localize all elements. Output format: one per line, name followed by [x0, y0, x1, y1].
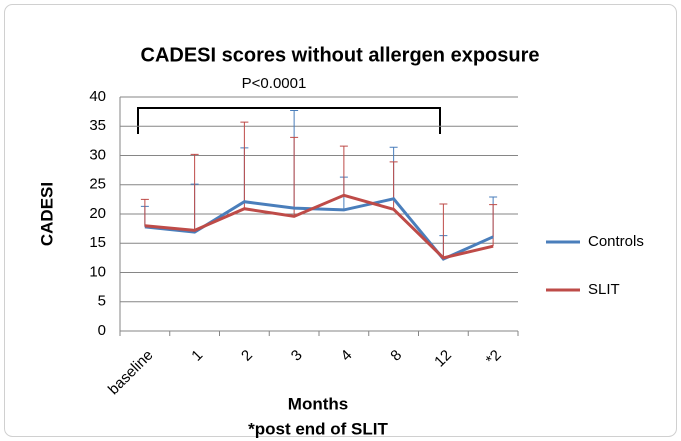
error-bar [240, 121, 249, 209]
annotation: P<0.0001 [242, 75, 307, 92]
error-bar [439, 203, 448, 258]
error-bar [389, 161, 398, 210]
line [144, 193, 494, 260]
y-tick-label: 10 [89, 263, 106, 280]
y-tick-label: 30 [89, 146, 106, 163]
error-bar [190, 153, 199, 231]
y-tick-label: 5 [98, 293, 106, 310]
y-axis-label: CADESI [37, 182, 56, 246]
error-bar [140, 198, 149, 226]
y-tick-label: 35 [89, 117, 106, 134]
x-axis-note: *post end of SLIT [248, 419, 388, 438]
error-bar [290, 136, 299, 217]
y-tick-label: 15 [89, 234, 106, 251]
y-tick-label: 25 [89, 176, 106, 193]
chart-title: CADESI scores without allergen exposure [141, 44, 540, 66]
legend-label: SLIT [588, 281, 620, 298]
error-bar [489, 204, 498, 247]
y-tick-label: 0 [98, 322, 106, 339]
x-axis-label: Months [288, 394, 348, 413]
y-tick-label: 40 [89, 88, 106, 105]
frame [4, 4, 677, 437]
y-tick-label: 20 [89, 205, 106, 222]
significance-bracket [137, 107, 441, 134]
legend-label: Controls [588, 233, 644, 250]
error-bar [339, 145, 348, 196]
